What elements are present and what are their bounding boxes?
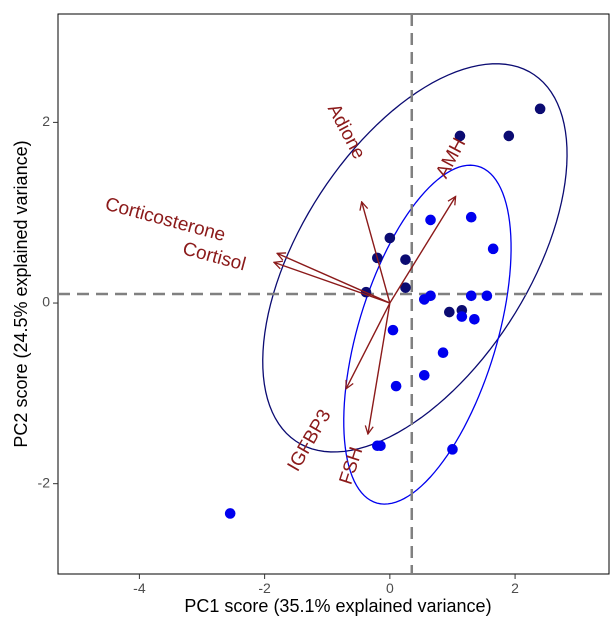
point-group-2 bbox=[387, 324, 399, 336]
point-group-1 bbox=[454, 130, 466, 142]
ellipse-group-2 bbox=[343, 164, 512, 505]
y-tick-label: 2 bbox=[42, 113, 50, 129]
x-axis-title: PC1 score (35.1% explained variance) bbox=[184, 596, 491, 616]
loading-arrow-corticosterone bbox=[277, 253, 391, 304]
loading-arrow-amh bbox=[389, 196, 456, 304]
score-points bbox=[224, 103, 546, 519]
point-group-2 bbox=[437, 347, 449, 359]
point-group-2 bbox=[487, 243, 499, 255]
point-group-2 bbox=[224, 508, 236, 519]
x-tick-label: -4 bbox=[133, 580, 146, 596]
loading-vectors bbox=[274, 196, 456, 434]
loading-arrow-adione bbox=[362, 202, 391, 304]
reference-lines bbox=[58, 14, 609, 574]
y-tick-label: -2 bbox=[38, 474, 51, 490]
confidence-ellipses bbox=[262, 63, 568, 505]
point-group-2 bbox=[481, 290, 493, 302]
point-group-2 bbox=[447, 444, 458, 455]
loading-arrow-igfbp3 bbox=[346, 302, 391, 389]
x-tick-label: -2 bbox=[258, 580, 271, 596]
y-tick-label: 0 bbox=[42, 294, 50, 310]
loading-arrow-fsh bbox=[368, 302, 391, 434]
ellipse-group-1 bbox=[262, 63, 568, 453]
point-group-1 bbox=[400, 282, 411, 293]
point-group-2 bbox=[418, 369, 430, 381]
point-group-2 bbox=[372, 440, 383, 452]
x-axis: -4 -2 0 2 bbox=[133, 574, 519, 596]
point-group-2 bbox=[465, 211, 477, 223]
point-group-2 bbox=[425, 290, 436, 302]
point-group-2 bbox=[465, 290, 477, 302]
x-tick-label: 0 bbox=[386, 580, 394, 596]
point-group-2 bbox=[456, 311, 468, 322]
point-group-1 bbox=[384, 232, 396, 244]
point-group-1 bbox=[503, 130, 515, 142]
point-group-2 bbox=[469, 313, 480, 325]
point-group-1 bbox=[534, 103, 546, 115]
point-group-2 bbox=[425, 214, 436, 226]
loading-arrow-cortisol bbox=[274, 262, 391, 304]
point-group-2 bbox=[390, 380, 402, 392]
point-group-1 bbox=[444, 306, 455, 318]
x-tick-label: 2 bbox=[511, 580, 519, 596]
y-axis: -2 0 2 bbox=[38, 113, 58, 490]
y-axis-title: PC2 score (24.5% explained variance) bbox=[11, 140, 31, 447]
point-group-1 bbox=[400, 254, 411, 265]
